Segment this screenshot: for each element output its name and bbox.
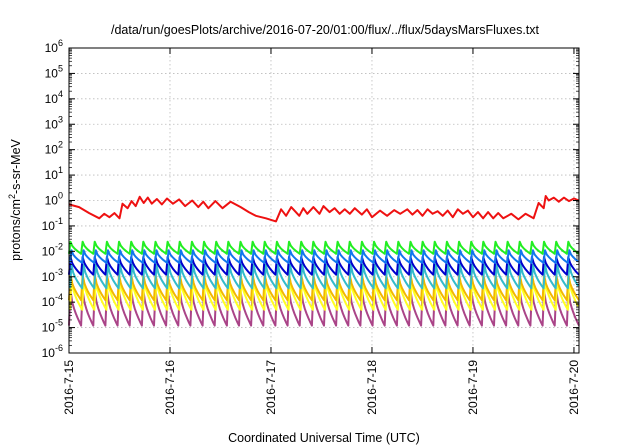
series-red (68, 195, 580, 223)
y-axis: 10-610-510-410-310-210-11001011021031041… (42, 38, 579, 360)
y-tick-label: 104 (45, 89, 63, 106)
y-tick-label: 10-6 (42, 343, 63, 360)
series-blue1 (69, 249, 579, 264)
chart-title: /data/run/goesPlots/archive/2016-07-20/0… (111, 23, 540, 37)
y-tick-label-exponent: -6 (55, 343, 63, 353)
y-tick-label-base: 10 (45, 66, 59, 80)
y-tick-label: 10-1 (42, 216, 63, 233)
y-tick-label-exponent: 5 (58, 63, 63, 73)
y-tick-label: 10-3 (42, 267, 63, 284)
y-axis-label: protons/cm2-s-sr-MeV (7, 138, 23, 260)
y-tick-label-exponent: 0 (58, 191, 63, 201)
x-tick-label: 2016-7-20 (567, 360, 581, 415)
y-tick-label-exponent: 2 (58, 140, 63, 150)
y-tick-label-base: 10 (45, 194, 59, 208)
data-series (68, 195, 580, 327)
y-tick-label-base: 10 (45, 168, 59, 182)
series-cyan (69, 263, 580, 290)
series-orange (68, 273, 580, 302)
y-tick-label-exponent: 1 (58, 165, 63, 175)
y-tick-label: 10-5 (42, 318, 63, 335)
y-tick-label-exponent: 3 (58, 114, 63, 124)
y-tick-label-exponent: -1 (55, 216, 63, 226)
series-yellow (69, 278, 580, 311)
y-axis-label-superscript: 2 (7, 194, 17, 199)
y-tick-label: 101 (45, 165, 63, 182)
y-tick-label: 10-2 (42, 241, 63, 258)
y-tick-label: 100 (45, 191, 63, 208)
y-tick-label-base: 10 (42, 219, 56, 233)
x-axis: 2016-7-15 2016-7-16 2016-7-17 2016-7-18 2016… (62, 48, 581, 415)
y-tick-label: 106 (45, 38, 63, 55)
y-tick-label-exponent: -3 (55, 267, 63, 277)
y-tick-label: 105 (45, 63, 63, 80)
y-tick-label-base: 10 (42, 295, 56, 309)
y-tick-label-base: 10 (45, 143, 59, 157)
y-tick-label-base: 10 (42, 244, 56, 258)
series-purple (68, 289, 580, 327)
y-tick-label: 103 (45, 114, 63, 131)
x-tick-label: 2016-7-16 (163, 360, 177, 415)
x-tick-label: 2016-7-15 (62, 360, 76, 415)
series-blue2 (68, 256, 580, 276)
y-tick-label-base: 10 (45, 41, 59, 55)
y-tick-label-base: 10 (42, 270, 56, 284)
y-tick-label-exponent: 4 (58, 89, 63, 99)
y-tick-label: 102 (45, 140, 63, 157)
y-tick-label-base: 10 (42, 346, 56, 360)
y-tick-label: 10-4 (42, 292, 63, 309)
y-tick-label-base: 10 (45, 117, 59, 131)
y-tick-label-exponent: -4 (55, 292, 63, 302)
y-tick-label-exponent: -5 (55, 318, 63, 328)
x-tick-label: 2016-7-18 (365, 360, 379, 415)
x-tick-label: 2016-7-19 (466, 360, 480, 415)
x-tick-label: 2016-7-17 (264, 360, 278, 415)
y-axis-label-part2: -s-sr-MeV (9, 138, 23, 194)
y-axis-label-part1: protons/cm (9, 199, 23, 261)
y-tick-label-base: 10 (42, 321, 56, 335)
y-tick-label-exponent: 6 (58, 38, 63, 48)
y-tick-label-base: 10 (45, 92, 59, 106)
x-axis-label: Coordinated Universal Time (UTC) (228, 431, 420, 445)
series-green (68, 240, 580, 255)
y-tick-label-exponent: -2 (55, 241, 63, 251)
